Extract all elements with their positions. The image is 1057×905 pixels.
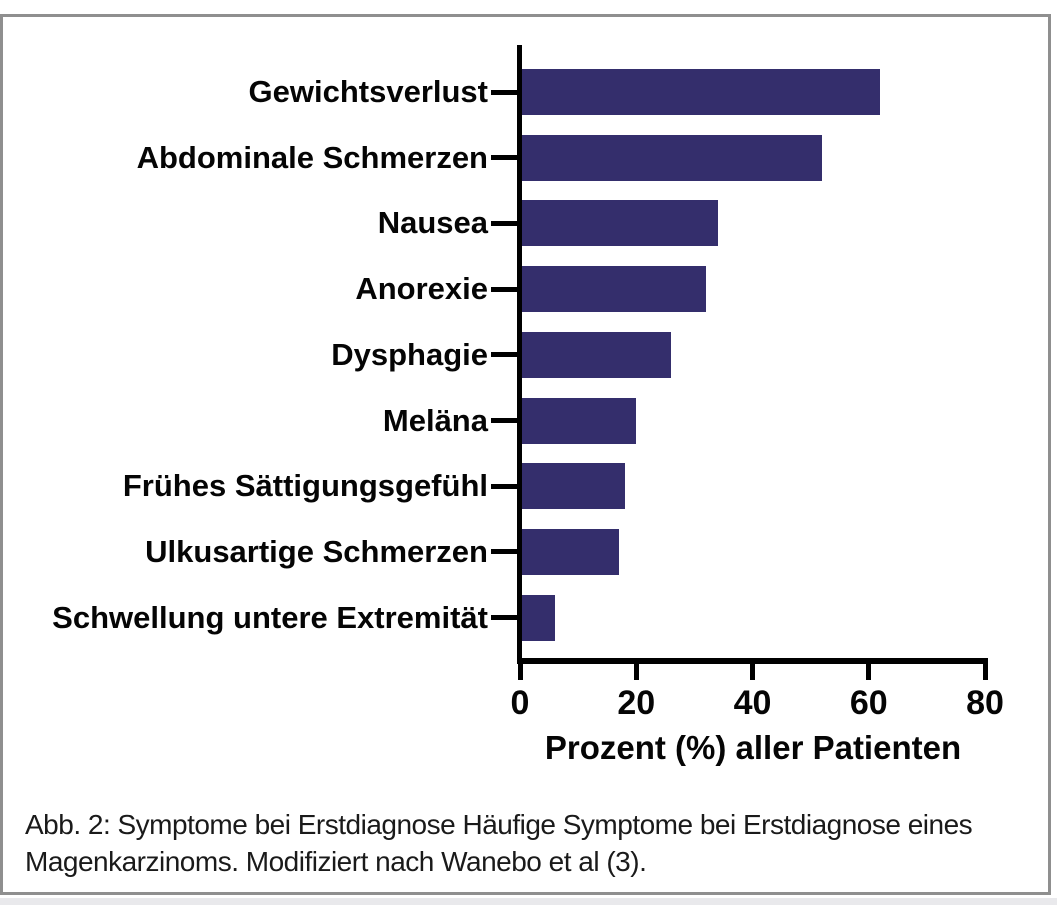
- x-tick: [517, 664, 523, 680]
- category-label: Schwellung untere Extremität: [52, 600, 488, 635]
- x-axis-line: [517, 658, 988, 664]
- x-tick-label: 20: [617, 684, 656, 722]
- category-label: Gewichtsverlust: [248, 74, 488, 109]
- bar: [522, 398, 636, 444]
- bar: [522, 529, 619, 575]
- category-label: Nausea: [377, 205, 488, 240]
- page-edge-strip: [0, 898, 1057, 905]
- y-tick: [491, 221, 517, 226]
- x-tick-label: 0: [510, 684, 530, 722]
- category-label: Dysphagie: [331, 337, 488, 372]
- category-label: Meläna: [382, 403, 488, 438]
- category-label: Abdominale Schmerzen: [136, 140, 488, 175]
- y-tick: [491, 155, 517, 160]
- x-tick-label: 40: [733, 684, 772, 722]
- y-tick: [491, 352, 517, 357]
- y-tick: [491, 418, 517, 423]
- y-tick: [491, 484, 517, 489]
- y-axis-line: [517, 45, 522, 664]
- bar: [522, 200, 718, 246]
- x-tick: [982, 664, 988, 680]
- figure-caption: Abb. 2: Symptome bei Erstdiagnose Häufig…: [25, 809, 973, 877]
- bar: [522, 463, 625, 509]
- bar: [522, 332, 671, 378]
- x-tick: [866, 664, 872, 680]
- x-tick-label: 80: [966, 684, 1004, 722]
- bar: [522, 135, 822, 181]
- y-tick: [491, 90, 517, 95]
- x-tick: [633, 664, 639, 680]
- category-label: Anorexie: [355, 271, 488, 306]
- x-tick: [750, 664, 755, 680]
- y-tick: [491, 549, 517, 554]
- bar: [522, 266, 706, 312]
- y-tick: [491, 615, 517, 620]
- y-tick: [491, 287, 517, 292]
- bar: [522, 595, 555, 641]
- bar: [522, 69, 880, 115]
- x-axis-title: Prozent (%) aller Patienten: [544, 729, 962, 766]
- category-label: Ulkusartige Schmerzen: [145, 534, 488, 569]
- category-label: Frühes Sättigungsgefühl: [122, 468, 488, 503]
- x-tick-label: 60: [849, 684, 888, 722]
